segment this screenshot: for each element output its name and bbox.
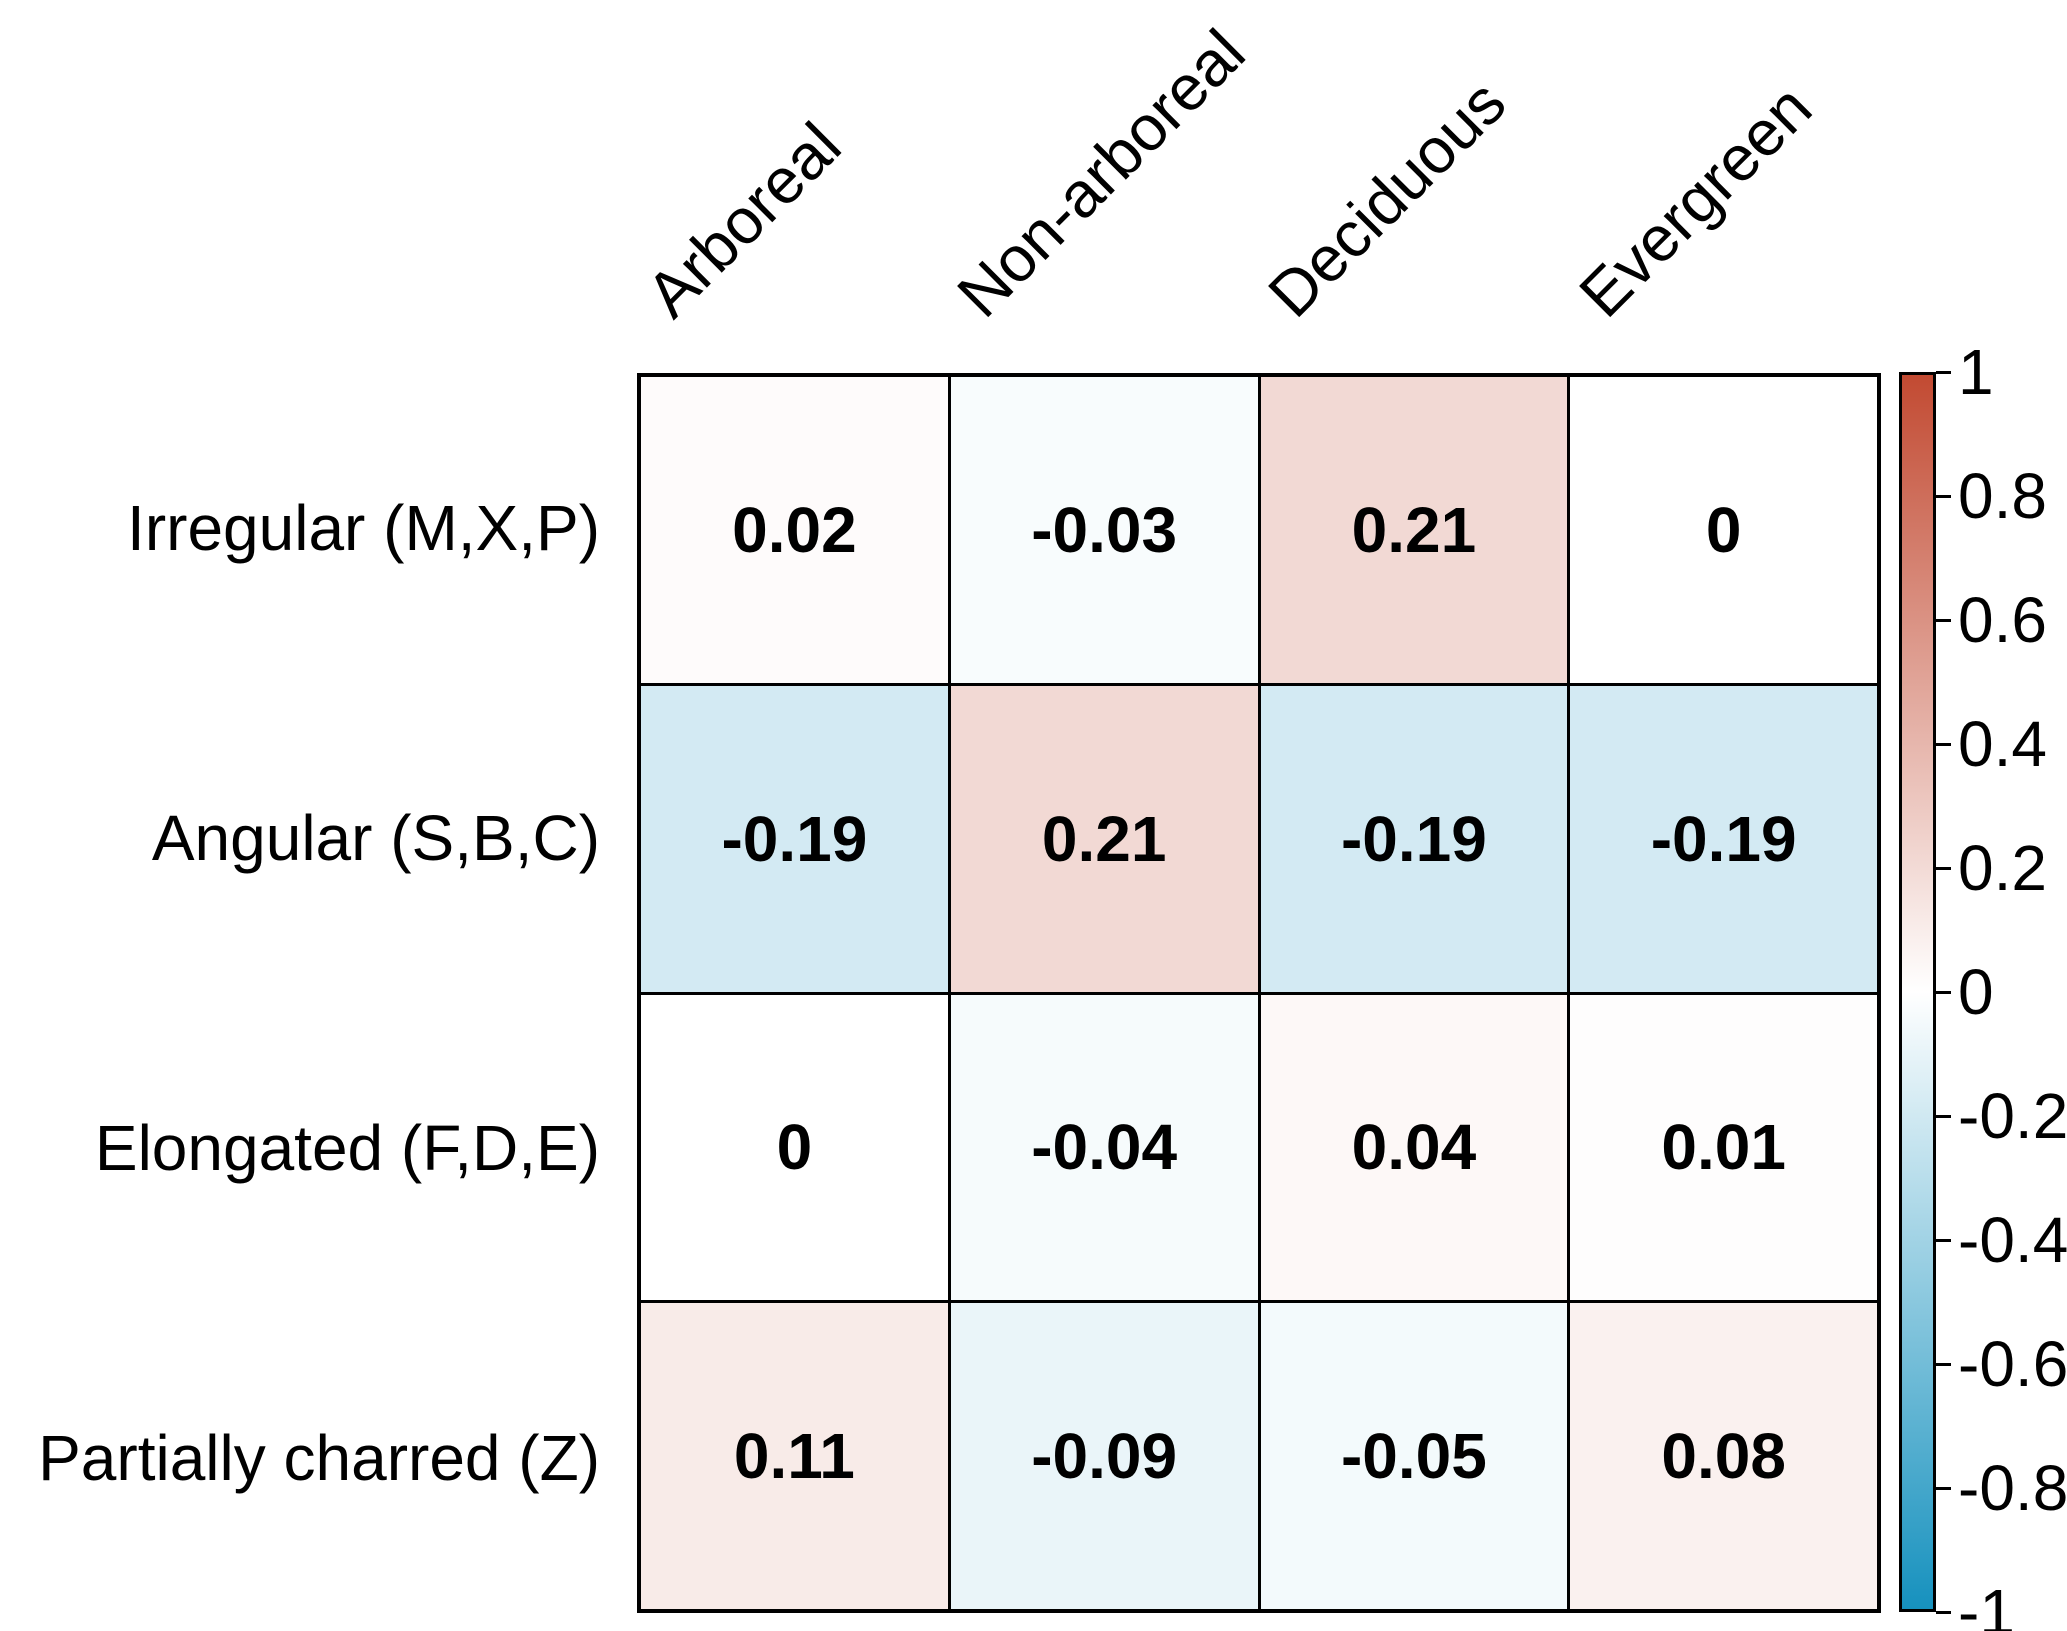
colorbar-tick (1936, 370, 1951, 374)
colorbar-tick-label: -0.6 (1958, 1328, 2067, 1400)
colorbar-tick-label: 0.8 (1958, 460, 2047, 532)
column-header: Evergreen (1565, 70, 1825, 331)
heatmap-cell: 0.02 (641, 377, 948, 683)
colorbar-tick (1936, 866, 1951, 870)
cell-value: 0 (776, 1111, 813, 1184)
colorbar-tick (1936, 1610, 1951, 1614)
colorbar-tick-label: 0 (1958, 956, 1994, 1028)
heatmap-cell: 0.04 (1260, 994, 1568, 1301)
cell-value: -0.19 (1650, 802, 1797, 875)
cell-value: -0.05 (1340, 1420, 1487, 1493)
heatmap-cell: -0.09 (950, 1303, 1258, 1609)
cell-value: 0.21 (1351, 493, 1477, 566)
row-label: Partially charred (Z) (38, 1422, 600, 1494)
heatmap-cell: 0.01 (1570, 994, 1877, 1301)
colorbar-tick-label: 1 (1958, 336, 1994, 408)
colorbar-tick (1936, 1486, 1951, 1490)
cell-value: 0.21 (1041, 802, 1167, 875)
cell-value: -0.03 (1031, 493, 1178, 566)
colorbar-tick-label: -1 (1958, 1576, 2015, 1631)
colorbar (1899, 372, 1936, 1612)
heatmap-cell: 0 (1570, 377, 1877, 683)
cell-value: 0.08 (1661, 1420, 1786, 1493)
row-label: Irregular (M,X,P) (127, 492, 600, 564)
colorbar-tick (1936, 990, 1951, 994)
heatmap-cell: 0 (641, 994, 948, 1301)
colorbar-tick (1936, 1114, 1951, 1118)
heatmap-cell: -0.04 (950, 994, 1258, 1301)
colorbar-tick (1936, 742, 1951, 746)
colorbar-tick-label: 0.4 (1958, 708, 2047, 780)
cell-value: -0.09 (1031, 1420, 1178, 1493)
colorbar-tick-label: -0.4 (1958, 1204, 2067, 1276)
colorbar-tick (1936, 1362, 1951, 1366)
row-label: Elongated (F,D,E) (94, 1112, 600, 1184)
heatmap-cell: 0.11 (641, 1303, 948, 1609)
colorbar-tick-label: -0.2 (1958, 1080, 2067, 1152)
cell-value: -0.19 (721, 802, 868, 875)
colorbar-tick (1936, 618, 1951, 622)
cell-value: 0.11 (733, 1420, 855, 1493)
heatmap-cell: 0.21 (1260, 377, 1568, 683)
column-header: Non-arboreal (943, 15, 1259, 331)
colorbar-tick (1936, 494, 1951, 498)
heatmap-cell: -0.03 (950, 377, 1258, 683)
heatmap-cell: -0.19 (1260, 685, 1568, 992)
cell-value: 0.02 (732, 493, 857, 566)
cell-value: 0.01 (1661, 1111, 1786, 1184)
cell-value: 0 (1705, 493, 1742, 566)
cell-value: 0.04 (1351, 1111, 1477, 1184)
cell-value: -0.04 (1031, 1111, 1178, 1184)
heatmap-cell: -0.19 (641, 685, 948, 992)
colorbar-tick-label: 0.6 (1958, 584, 2047, 656)
colorbar-tick-label: -0.8 (1958, 1452, 2067, 1524)
heatmap-cell: -0.19 (1570, 685, 1877, 992)
colorbar-tick-label: 0.2 (1958, 832, 2047, 904)
heatmap-cell: 0.08 (1570, 1303, 1877, 1609)
column-header: Deciduous (1254, 65, 1519, 331)
colorbar-tick (1936, 1238, 1951, 1242)
heatmap-cell: -0.05 (1260, 1303, 1568, 1609)
column-header: Arboreal (632, 108, 854, 331)
heatmap-cell: 0.21 (950, 685, 1258, 992)
cell-value: -0.19 (1340, 802, 1487, 875)
row-label: Angular (S,B,C) (151, 802, 600, 874)
heatmap-grid: 0.02 -0.03 0.21 0 -0.19 0.21 -0.19 -0.19 0 -0.04 0… (637, 373, 1881, 1613)
